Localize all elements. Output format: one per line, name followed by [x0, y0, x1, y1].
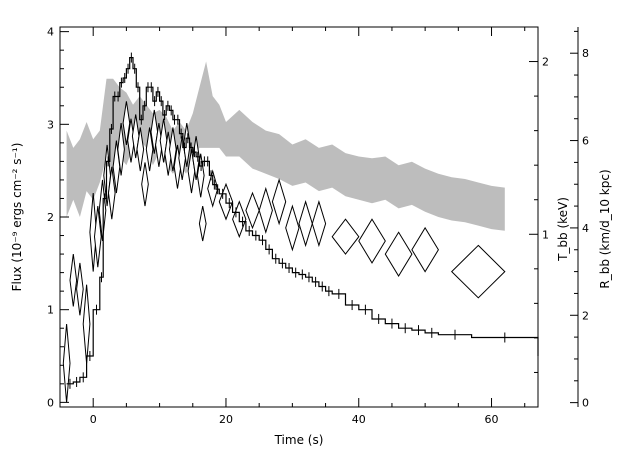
radius-diamond	[311, 199, 327, 248]
radius-diamond	[271, 178, 287, 226]
radius-diamond	[69, 254, 78, 307]
flux-tick-label: 4	[47, 26, 54, 39]
radius-diamond	[107, 166, 116, 220]
radius-diamond	[76, 262, 84, 316]
radius-diamond	[150, 109, 159, 154]
radius-diamond	[131, 114, 140, 159]
x-axis-label: Time (s)	[274, 433, 324, 447]
radius-diamond	[207, 169, 219, 208]
x-tick-label: 20	[219, 413, 233, 426]
radius-diamond	[93, 206, 102, 268]
radius-diamond	[89, 192, 98, 272]
radius-diamond	[141, 162, 149, 207]
x-tick-label: 60	[485, 413, 499, 426]
y-axis-label-temperature: T_bb (keV)	[556, 197, 570, 262]
temperature-band	[66, 61, 505, 231]
x-tick-label: 0	[90, 413, 97, 426]
radius-diamond	[298, 199, 313, 248]
radius-diamond	[384, 231, 413, 277]
flux-tick-label: 0	[47, 396, 54, 409]
radius-diamond	[117, 123, 125, 176]
radius-diamond	[122, 101, 131, 145]
temperature-tick-label: 1	[542, 228, 549, 241]
radius-tick-label: 0	[582, 397, 589, 410]
radius-diamond	[411, 226, 439, 273]
radius-diamond	[245, 191, 260, 230]
flux-tick-label: 3	[47, 118, 54, 131]
radius-tick-label: 4	[582, 222, 589, 235]
radius-diamond	[258, 186, 273, 235]
radius-tick-label: 6	[582, 135, 589, 148]
radius-diamond	[450, 244, 506, 299]
temperature-band-layer	[66, 61, 505, 231]
flux-tick-label: 1	[47, 304, 54, 317]
flux-lightcurve-layer	[66, 52, 539, 389]
temperature-tick-label: 2	[542, 56, 549, 69]
radius-diamond	[285, 204, 300, 252]
radius-diamond	[358, 218, 386, 264]
flux-tick-label: 2	[47, 211, 54, 224]
radius-diamond	[168, 127, 177, 172]
y-axis-label-radius: R_bb (km/d_10 kpc)	[598, 169, 612, 288]
flux-step-curve	[66, 57, 539, 385]
radius-diamond	[331, 218, 360, 255]
radius-diamond	[198, 206, 207, 242]
radius-diamond	[145, 127, 154, 172]
radius-diamond	[103, 144, 112, 207]
x-tick-label: 40	[352, 413, 366, 426]
radius-tick-label: 8	[582, 47, 589, 60]
y-axis-label-flux: Flux (10⁻⁹ ergs cm⁻² s⁻¹)	[10, 143, 24, 292]
radius-tick-label: 2	[582, 309, 589, 322]
radius-diamond	[136, 127, 145, 172]
